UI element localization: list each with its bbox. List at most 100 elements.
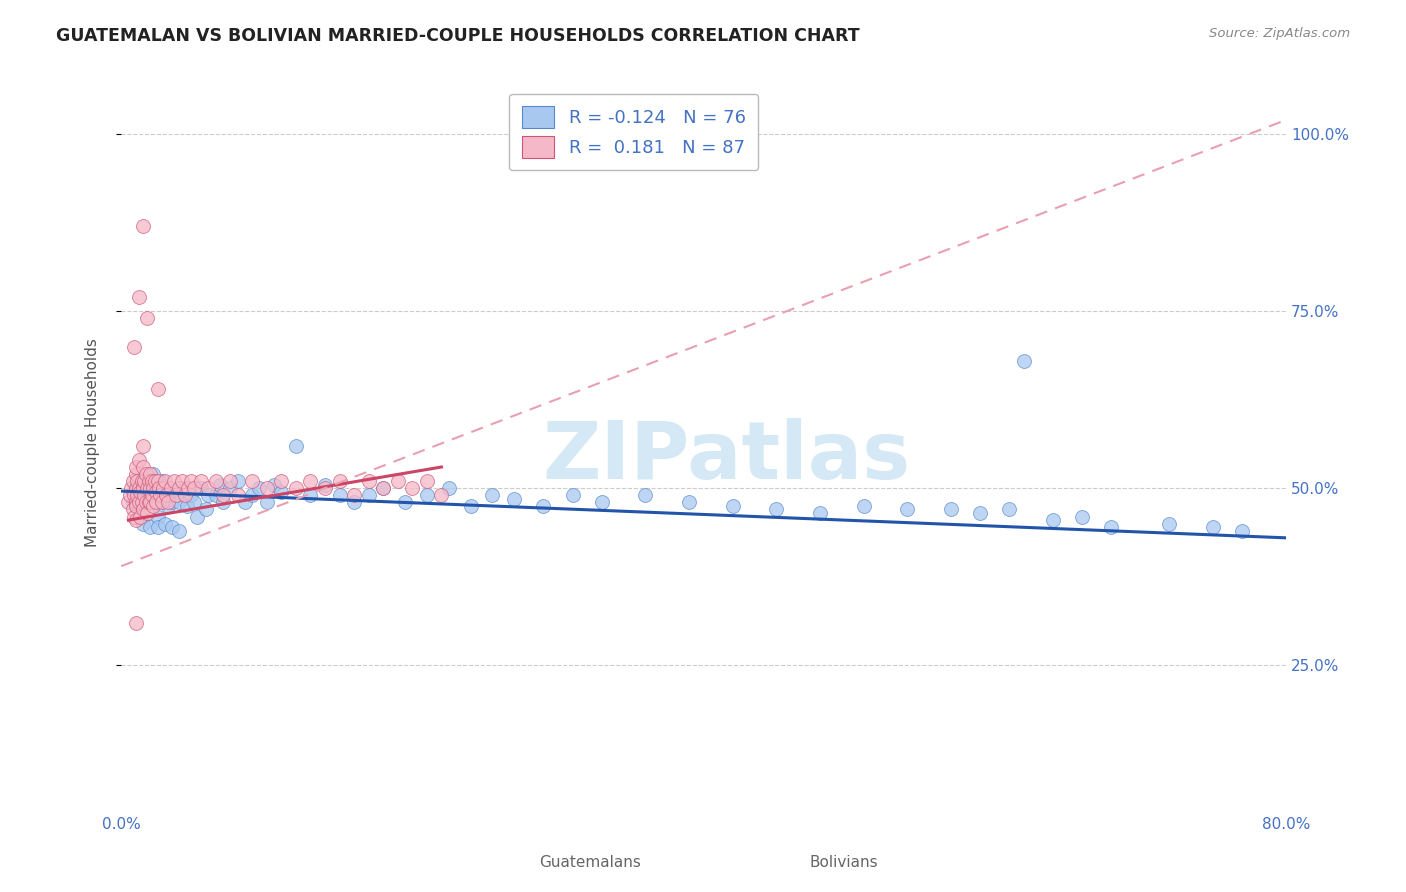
Point	[153, 516, 176, 531]
Point	[127, 488, 149, 502]
Point	[896, 502, 918, 516]
Point	[138, 474, 160, 488]
Point	[328, 474, 350, 488]
Point	[128, 481, 150, 495]
Point	[226, 474, 249, 488]
Point	[117, 495, 139, 509]
Point	[146, 509, 169, 524]
Point	[132, 502, 155, 516]
Point	[172, 481, 194, 495]
Point	[128, 495, 150, 509]
Legend: R = -0.124   N = 76, R =  0.181   N = 87: R = -0.124 N = 76, R = 0.181 N = 87	[509, 94, 758, 170]
Text: Bolivians: Bolivians	[810, 855, 877, 870]
Point	[1042, 513, 1064, 527]
Point	[136, 495, 159, 509]
Point	[136, 481, 159, 495]
Point	[197, 481, 219, 495]
Point	[299, 474, 322, 488]
Point	[1202, 520, 1225, 534]
Point	[120, 481, 142, 495]
Point	[160, 495, 183, 509]
Point	[139, 495, 162, 509]
Point	[169, 481, 191, 495]
Point	[145, 484, 167, 499]
Point	[249, 481, 271, 495]
Point	[134, 488, 156, 502]
Point	[142, 481, 165, 495]
Point	[121, 495, 143, 509]
Point	[127, 474, 149, 488]
Point	[634, 488, 657, 502]
Point	[969, 506, 991, 520]
Point	[139, 481, 162, 495]
Point	[156, 499, 179, 513]
Point	[591, 495, 613, 509]
Point	[343, 488, 366, 502]
Point	[153, 474, 176, 488]
Point	[125, 481, 148, 495]
Point	[146, 474, 169, 488]
Point	[156, 495, 179, 509]
Point	[141, 488, 163, 502]
Point	[125, 467, 148, 481]
Point	[134, 474, 156, 488]
Point	[314, 481, 336, 495]
Point	[270, 484, 292, 499]
Point	[150, 495, 173, 509]
Point	[183, 495, 205, 509]
Point	[284, 481, 307, 495]
Point	[197, 488, 219, 502]
Point	[121, 502, 143, 516]
Point	[190, 481, 212, 495]
Point	[136, 506, 159, 520]
Point	[143, 474, 166, 488]
Point	[139, 520, 162, 534]
Point	[481, 488, 503, 502]
Point	[531, 499, 554, 513]
Point	[561, 488, 583, 502]
Point	[135, 495, 157, 509]
Point	[142, 499, 165, 513]
Point	[125, 495, 148, 509]
Point	[135, 467, 157, 481]
Point	[240, 488, 263, 502]
Point	[233, 495, 256, 509]
Point	[136, 311, 159, 326]
Point	[128, 290, 150, 304]
Point	[150, 474, 173, 488]
Point	[132, 488, 155, 502]
Point	[299, 488, 322, 502]
Point	[416, 474, 439, 488]
Point	[152, 481, 174, 495]
Point	[430, 488, 453, 502]
Point	[219, 474, 242, 488]
Point	[169, 524, 191, 538]
Point	[176, 499, 198, 513]
Point	[240, 474, 263, 488]
Point	[150, 495, 173, 509]
Point	[132, 439, 155, 453]
Point	[212, 488, 235, 502]
Point	[121, 474, 143, 488]
Point	[129, 509, 152, 524]
Point	[142, 467, 165, 481]
Point	[125, 513, 148, 527]
Point	[149, 488, 172, 502]
Point	[256, 481, 278, 495]
Point	[125, 460, 148, 475]
Point	[194, 502, 217, 516]
Point	[122, 488, 145, 502]
Point	[128, 453, 150, 467]
Point	[226, 488, 249, 502]
Point	[125, 615, 148, 630]
Y-axis label: Married-couple Households: Married-couple Households	[86, 338, 100, 547]
Point	[328, 488, 350, 502]
Point	[148, 481, 170, 495]
Point	[256, 495, 278, 509]
Point	[156, 484, 179, 499]
Point	[373, 481, 395, 495]
Point	[263, 477, 285, 491]
Point	[172, 474, 194, 488]
Point	[139, 467, 162, 481]
Point	[138, 495, 160, 509]
